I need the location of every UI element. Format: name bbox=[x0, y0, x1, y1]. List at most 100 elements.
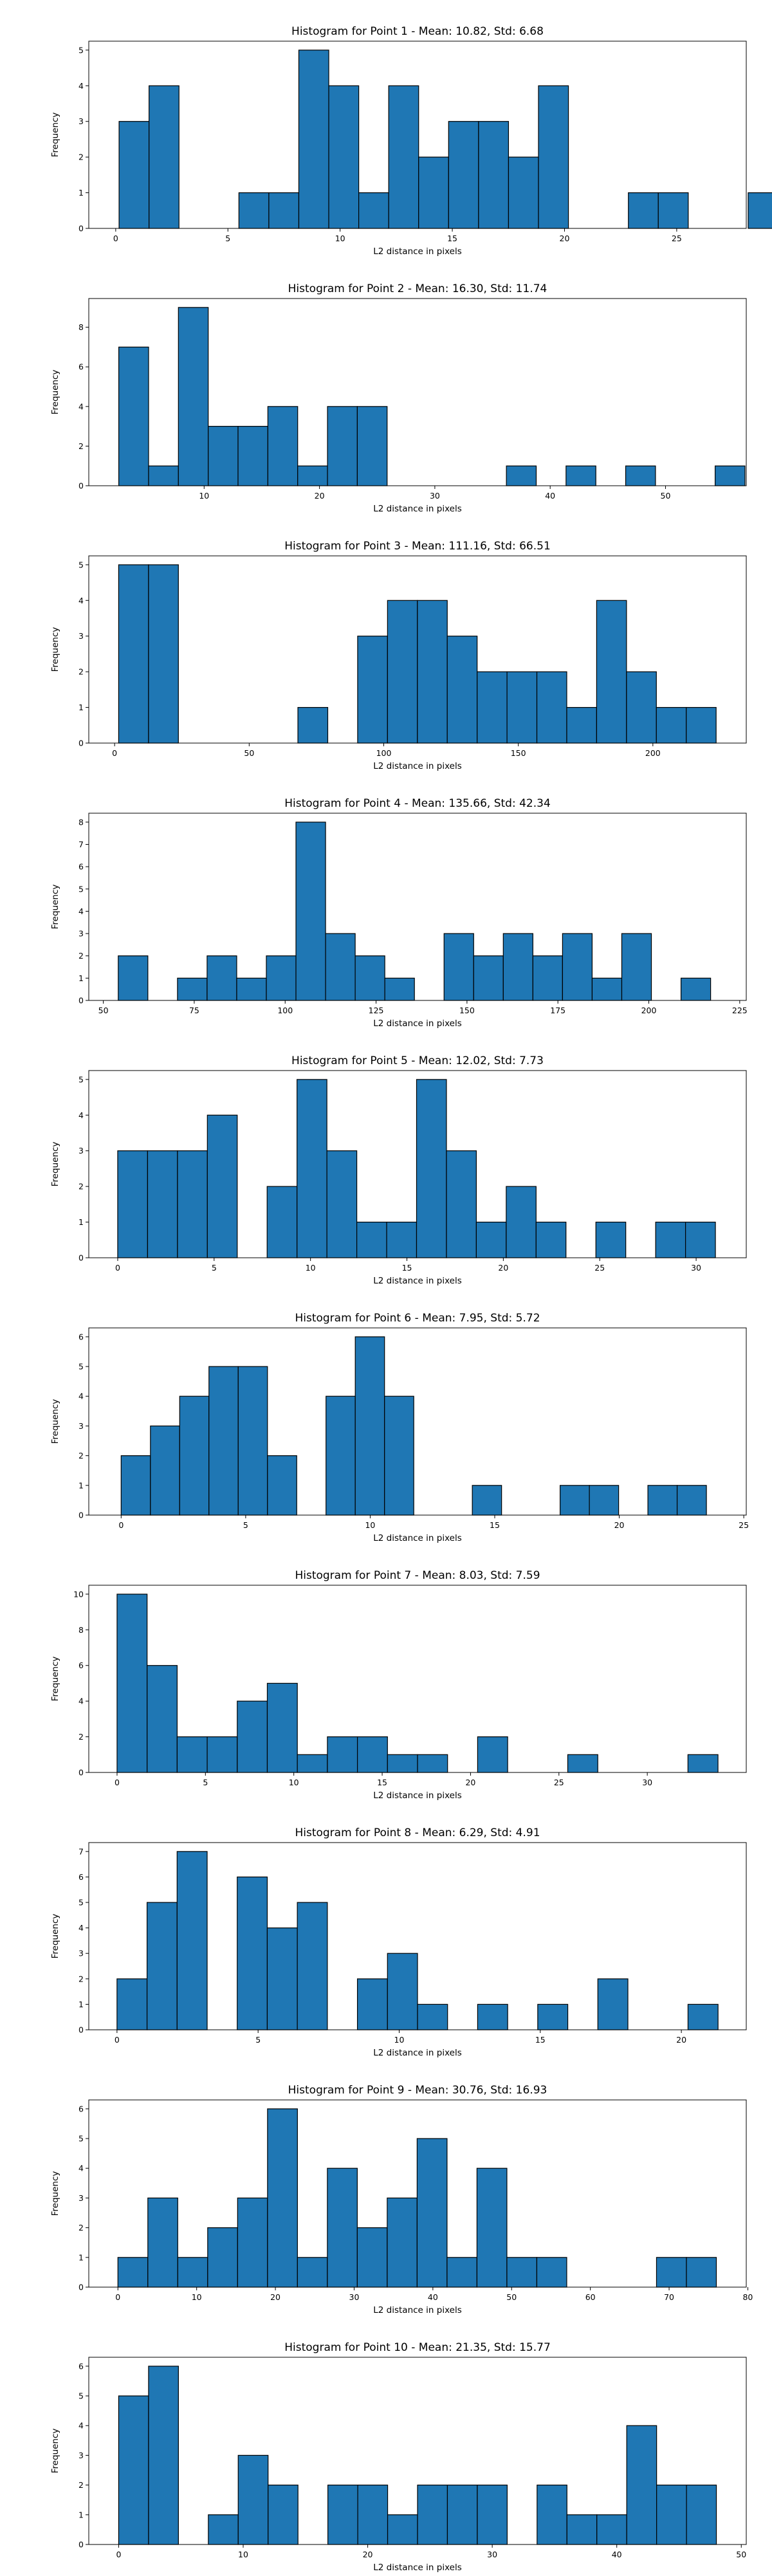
histogram-bar bbox=[595, 1221, 627, 1258]
histogram-bar bbox=[625, 465, 656, 486]
histogram-bar bbox=[567, 1754, 598, 1773]
histogram-bar bbox=[446, 2257, 478, 2288]
y-tick-label: 0 bbox=[78, 2025, 84, 2035]
histogram-bar bbox=[238, 192, 270, 229]
chart-title: Histogram for Point 9 - Mean: 30.76, Std… bbox=[288, 2084, 547, 2097]
x-tick-label: 0 bbox=[115, 2035, 120, 2045]
x-tick-label: 15 bbox=[447, 234, 457, 243]
histogram-bar bbox=[384, 977, 415, 1001]
x-tick-label: 5 bbox=[243, 1520, 248, 1530]
x-tick-label: 25 bbox=[672, 234, 682, 243]
x-tick-label: 150 bbox=[459, 1006, 475, 1015]
y-tick-label: 2 bbox=[78, 1974, 84, 1983]
y-tick-label: 8 bbox=[78, 1625, 84, 1635]
histogram-bar bbox=[477, 1736, 508, 1773]
y-axis-label: Frequency bbox=[50, 1914, 60, 1959]
histogram-bar bbox=[208, 426, 239, 486]
y-axis-label: Frequency bbox=[50, 885, 60, 930]
histogram-bar bbox=[566, 706, 598, 744]
y-tick-label: 0 bbox=[78, 739, 84, 748]
x-axis-label: L2 distance in pixels bbox=[373, 2562, 461, 2573]
histogram-bar bbox=[676, 1485, 707, 1516]
histogram-bar bbox=[387, 1754, 418, 1773]
histogram-bar bbox=[473, 955, 504, 1001]
histogram-bar bbox=[266, 1682, 298, 1773]
histogram-bar bbox=[356, 406, 388, 486]
histogram-bar bbox=[179, 1395, 210, 1516]
chart-title: Histogram for Point 2 - Mean: 16.30, Std… bbox=[288, 282, 547, 295]
x-tick-label: 0 bbox=[115, 1778, 120, 1787]
histogram-bar bbox=[295, 822, 326, 1001]
y-tick-label: 2 bbox=[78, 2223, 84, 2232]
y-tick-label: 0 bbox=[78, 481, 84, 491]
histogram-bar bbox=[626, 2425, 657, 2545]
histogram-bar bbox=[537, 2485, 567, 2545]
histogram-bar bbox=[148, 2366, 179, 2545]
y-axis-label: Frequency bbox=[50, 2429, 60, 2474]
histogram-bar bbox=[418, 156, 449, 229]
y-tick-label: 3 bbox=[78, 631, 84, 641]
histogram-bar bbox=[356, 1978, 388, 2030]
bars bbox=[120, 1336, 707, 1516]
histogram-bar bbox=[356, 1736, 388, 1773]
x-tick-label: 20 bbox=[315, 491, 325, 501]
x-tick-label: 25 bbox=[739, 1520, 749, 1530]
histogram-bar bbox=[748, 192, 772, 229]
x-tick-label: 40 bbox=[545, 491, 555, 501]
y-tick-label: 8 bbox=[78, 817, 84, 827]
histogram-bar bbox=[326, 1150, 358, 1258]
histogram-bar bbox=[446, 2485, 478, 2545]
x-tick-label: 50 bbox=[661, 491, 671, 501]
y-tick-label: 0 bbox=[78, 1768, 84, 1778]
x-tick-label: 30 bbox=[349, 2292, 360, 2302]
x-tick-label: 5 bbox=[203, 1778, 208, 1787]
histogram-bar bbox=[562, 933, 593, 1001]
x-tick-label: 20 bbox=[465, 1778, 475, 1787]
x-tick-label: 25 bbox=[594, 1263, 605, 1273]
y-tick-label: 4 bbox=[78, 906, 84, 916]
histogram-bar bbox=[357, 636, 388, 744]
histogram-bar bbox=[236, 977, 267, 1001]
histogram-bar bbox=[207, 1114, 238, 1258]
histogram-chart: Histogram for Point 8 - Mean: 6.29, Std:… bbox=[50, 1826, 747, 2058]
histogram-bar bbox=[477, 671, 508, 744]
histogram-bar bbox=[448, 121, 479, 229]
y-tick-label: 4 bbox=[78, 2164, 84, 2173]
histogram-bar bbox=[656, 2485, 687, 2545]
histogram-bar bbox=[208, 2514, 239, 2545]
x-tick-label: 50 bbox=[506, 2292, 517, 2302]
x-tick-label: 10 bbox=[192, 2292, 202, 2302]
histogram-bar bbox=[117, 2257, 149, 2288]
histogram-bar bbox=[596, 600, 627, 744]
histogram-bar bbox=[266, 955, 297, 1001]
histogram-bar bbox=[387, 1953, 418, 2030]
x-axis-label: L2 distance in pixels bbox=[373, 1276, 461, 1286]
histogram-bar bbox=[502, 933, 533, 1001]
axes-frame bbox=[88, 555, 747, 744]
histogram-bar bbox=[146, 1902, 178, 2030]
chart-title: Histogram for Point 10 - Mean: 21.35, St… bbox=[284, 2341, 551, 2354]
x-tick-label: 20 bbox=[614, 1520, 625, 1530]
histogram-bar bbox=[354, 1336, 385, 1516]
histogram-bar bbox=[297, 465, 328, 486]
y-tick-label: 6 bbox=[78, 362, 84, 372]
histogram-bar bbox=[416, 2138, 448, 2288]
axes-frame bbox=[88, 41, 747, 229]
x-tick-label: 225 bbox=[732, 1006, 748, 1015]
histogram-bar bbox=[478, 121, 510, 229]
x-tick-label: 10 bbox=[306, 1263, 316, 1273]
histogram-bar bbox=[686, 2257, 717, 2288]
histogram-bar bbox=[687, 2003, 719, 2030]
histogram-bar bbox=[589, 1485, 620, 1516]
histogram-bar bbox=[475, 1221, 507, 1258]
histogram-bar bbox=[298, 50, 329, 229]
histogram-bar bbox=[116, 1594, 148, 1773]
histogram-chart: Histogram for Point 2 - Mean: 16.30, Std… bbox=[50, 282, 747, 514]
y-tick-label: 6 bbox=[78, 862, 84, 872]
histogram-bar bbox=[207, 2227, 238, 2288]
x-axis-label: L2 distance in pixels bbox=[373, 504, 461, 514]
chart-title: Histogram for Point 7 - Mean: 8.03, Std:… bbox=[295, 1569, 540, 1582]
histogram-chart: Histogram for Point 6 - Mean: 7.95, Std:… bbox=[50, 1312, 749, 1543]
x-tick-label: 10 bbox=[335, 234, 345, 243]
histogram-chart: Histogram for Point 9 - Mean: 30.76, Std… bbox=[50, 2084, 753, 2315]
